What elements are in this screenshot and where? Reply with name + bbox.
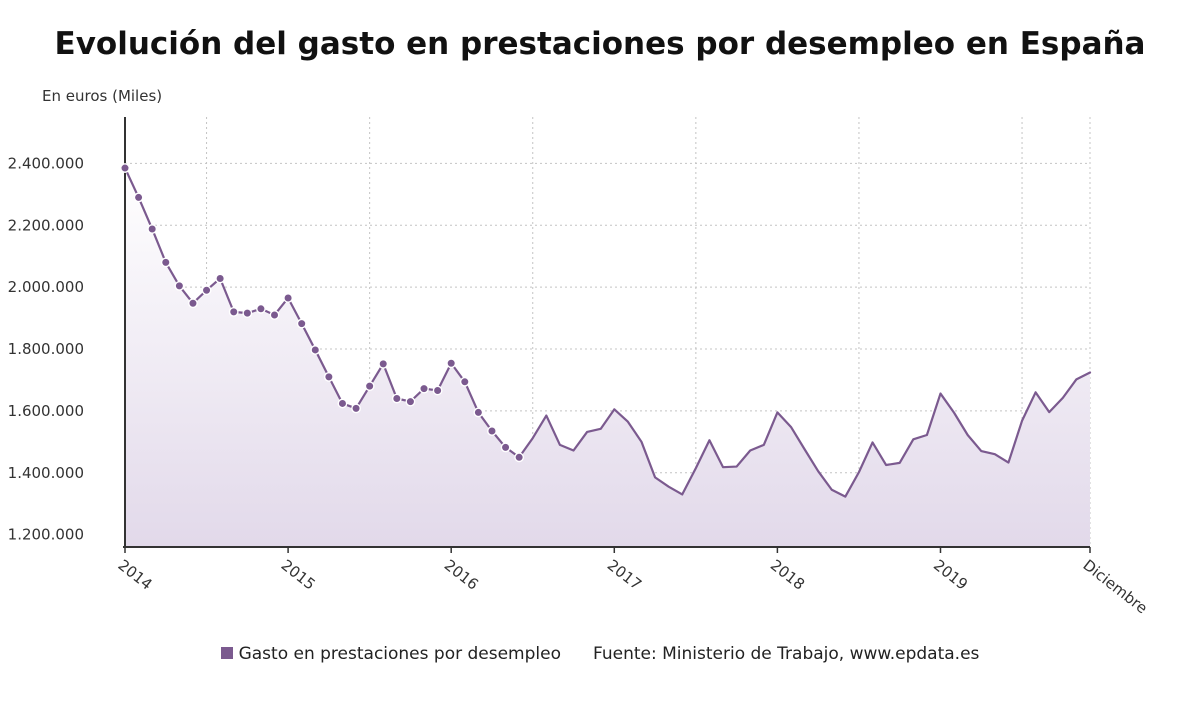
line-chart: En euros (Miles) 1.200.000 1.400.000 1.600… [8, 87, 1151, 617]
y-tick-label: 2.200.000 [8, 216, 84, 234]
y-tick-label: 1.800.000 [8, 340, 84, 358]
data-point [351, 403, 361, 414]
source-note: Fuente: Ministerio de Trabajo, www.epdat… [593, 644, 980, 664]
area-fill [125, 168, 1090, 548]
data-point [514, 452, 525, 463]
data-point [147, 224, 158, 234]
x-tick-label: 2018 [767, 556, 808, 594]
data-point [405, 396, 416, 407]
data-point [188, 298, 198, 309]
data-point [473, 407, 484, 418]
y-tick-label: 1.400.000 [8, 464, 84, 482]
legend: Gasto en prestaciones por desempleo Fuent… [0, 644, 1200, 664]
series-area [125, 168, 1090, 548]
x-tick-label: 2014 [115, 556, 156, 594]
data-point [337, 398, 348, 409]
chart-title: Evolución del gasto en prestaciones por … [54, 26, 1146, 62]
y-tick-labels: 1.200.000 1.400.000 1.600.000 1.800.000 2.00… [8, 154, 84, 543]
y-tick-label: 1.600.000 [8, 402, 84, 420]
legend-series-label: Gasto en prestaciones por desempleo [238, 644, 561, 664]
data-point [432, 385, 443, 396]
x-tick-label: 2015 [278, 556, 319, 594]
series-markers [120, 163, 525, 463]
data-point [133, 192, 144, 203]
data-point [446, 358, 457, 369]
data-point [378, 358, 389, 369]
x-tick-label: Diciembre [1080, 556, 1151, 617]
x-tick-label: 2017 [604, 556, 645, 594]
data-point [269, 310, 280, 320]
x-tick-labels: 2014 2015 2016 2017 2018 2019 Diciembre [115, 556, 1151, 617]
legend-swatch [220, 647, 233, 659]
data-point [174, 281, 185, 291]
data-point [500, 442, 511, 453]
data-point [323, 371, 334, 382]
y-axis-title: En euros (Miles) [42, 87, 162, 105]
data-point [310, 345, 321, 355]
data-point [242, 308, 253, 319]
data-point [364, 381, 375, 392]
data-point [215, 273, 226, 284]
data-point [459, 376, 470, 387]
data-point [201, 285, 212, 296]
axes [123, 117, 1091, 553]
data-point [120, 163, 130, 173]
data-point [283, 293, 293, 303]
y-tick-label: 2.000.000 [8, 278, 84, 296]
data-point [391, 393, 402, 404]
data-point [419, 383, 429, 394]
data-point [487, 426, 497, 436]
y-tick-label: 1.200.000 [8, 526, 84, 544]
data-point [160, 257, 171, 268]
data-point [228, 306, 239, 317]
x-tick-label: 2019 [930, 556, 971, 594]
data-point [296, 318, 307, 329]
y-tick-label: 2.400.000 [8, 154, 84, 172]
data-point [256, 303, 266, 314]
x-tick-label: 2016 [441, 556, 482, 594]
